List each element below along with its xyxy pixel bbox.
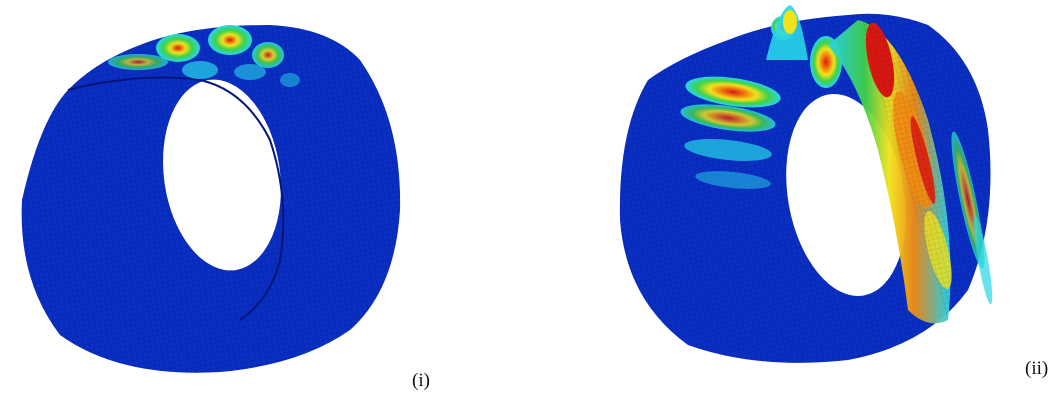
panel-ii <box>528 0 1056 394</box>
caption-panel-ii: (ii) <box>1025 358 1049 379</box>
interior-lobes <box>680 76 781 189</box>
panel-i <box>21 25 401 373</box>
caption-panel-i: (i) <box>412 370 430 391</box>
cylinder-mode-i-figure <box>21 25 401 373</box>
cylinder-opening <box>786 94 906 296</box>
buckle-lobes <box>108 25 300 87</box>
cylinder-opening <box>163 79 281 271</box>
cylinder-mode-ii-figure <box>619 5 993 363</box>
